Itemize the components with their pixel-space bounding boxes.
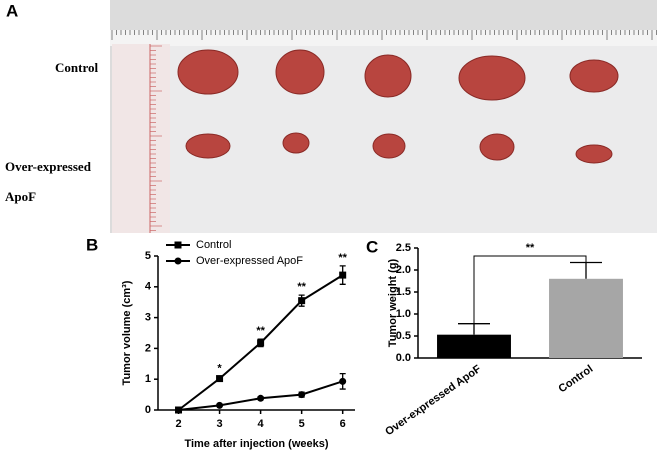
y-axis-title: Tumor volume (cm³) (121, 280, 133, 385)
y-tick-label: 0 (145, 404, 151, 416)
significance: * (217, 363, 222, 375)
x-tick-label: 5 (299, 418, 305, 430)
marker (339, 377, 347, 385)
x-tick-label: 2 (175, 418, 181, 430)
x-tick-label: Over-expressed ApoF (383, 363, 483, 438)
row-label: Over-expressed ApoF (5, 159, 91, 204)
marker (339, 271, 347, 279)
marker (216, 375, 224, 383)
marker (298, 391, 306, 399)
bar (549, 278, 623, 358)
y-axis-title: Tumor weight (g) (387, 258, 399, 347)
legend-label: Control (196, 239, 231, 251)
marker (298, 297, 306, 305)
marker (257, 394, 265, 402)
legend-label: Over-expressed ApoF (196, 255, 303, 267)
x-axis-title: Time after injection (weeks) (184, 438, 328, 450)
significance: ** (338, 252, 347, 264)
marker (257, 339, 265, 347)
panel-label: B (86, 235, 98, 254)
significance: ** (297, 281, 306, 293)
y-tick-label: 2.5 (396, 242, 411, 254)
y-tick-label: 1.0 (396, 308, 411, 320)
y-tick-label: 3 (145, 312, 151, 324)
error-bar (570, 261, 602, 279)
panel-label: C (366, 237, 378, 256)
y-tick-label: 2.0 (396, 264, 411, 276)
x-tick-label: 6 (340, 418, 346, 430)
y-tick-label: 5 (145, 250, 151, 262)
panel-label: A (6, 1, 18, 20)
y-tick-label: 4 (145, 281, 152, 293)
y-tick-label: 1 (145, 373, 151, 385)
y-tick-label: 1.5 (396, 286, 411, 298)
bar (437, 334, 511, 358)
y-tick-label: 0.0 (396, 352, 411, 364)
marker (175, 406, 183, 414)
significance: ** (256, 325, 265, 337)
x-tick-label: 4 (258, 418, 265, 430)
row-label: Control (55, 60, 99, 75)
legend-marker (174, 241, 182, 249)
error-bar (458, 323, 490, 335)
x-tick-label: Control (556, 363, 595, 395)
y-tick-label: 2 (145, 342, 151, 354)
legend-marker (174, 257, 182, 265)
photo (110, 0, 657, 233)
marker (216, 401, 224, 409)
y-tick-label: 0.5 (396, 330, 411, 342)
significance: ** (526, 242, 535, 254)
x-tick-label: 3 (217, 418, 223, 430)
significance-bracket (473, 255, 587, 324)
